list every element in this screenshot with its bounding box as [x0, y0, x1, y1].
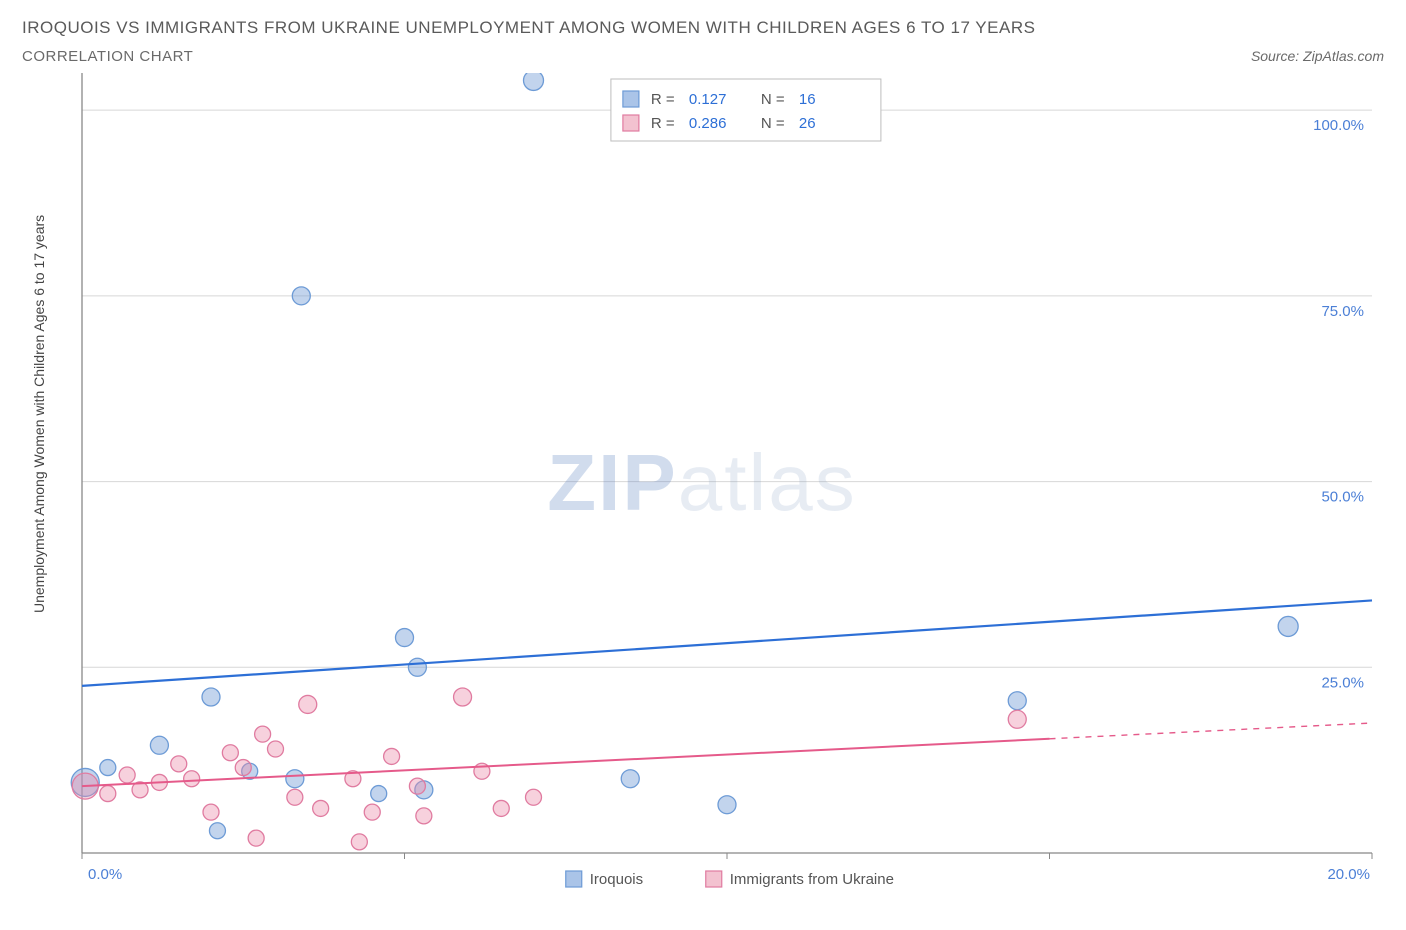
data-point	[409, 778, 425, 794]
y-tick-label: 25.0%	[1321, 674, 1364, 691]
legend-swatch	[566, 871, 582, 887]
data-point	[526, 789, 542, 805]
x-tick-label: 20.0%	[1327, 866, 1370, 883]
x-tick-label: 0.0%	[88, 866, 122, 883]
data-point	[119, 767, 135, 783]
legend-r-value: 0.286	[689, 115, 727, 132]
correlation-chart: ZIPatlas 25.0%50.0%75.0%100.0%0.0%20.0%U…	[22, 73, 1382, 893]
data-point	[209, 823, 225, 839]
y-axis-label: Unemployment Among Women with Children A…	[31, 215, 47, 613]
data-point	[222, 745, 238, 761]
chart-svg: 25.0% 50.0% 75.0% 100.0% 0.0% 20.0% Unemployme…	[22, 73, 1382, 893]
data-point	[203, 804, 219, 820]
data-point	[286, 770, 304, 788]
data-point	[396, 629, 414, 647]
data-point	[248, 830, 264, 846]
legend-n-label: N =	[761, 91, 785, 108]
y-tick-label: 100.0%	[1313, 117, 1364, 134]
legend-r-label: R =	[651, 91, 675, 108]
legend-swatch	[623, 91, 639, 107]
data-point	[371, 786, 387, 802]
data-point	[150, 736, 168, 754]
data-point	[100, 760, 116, 776]
data-point	[621, 770, 639, 788]
data-point	[718, 796, 736, 814]
data-point	[313, 800, 329, 816]
data-point	[268, 741, 284, 757]
source-citation: Source: ZipAtlas.com	[1251, 48, 1384, 64]
data-point	[287, 789, 303, 805]
legend-r-label: R =	[651, 115, 675, 132]
legend-series-label: Iroquois	[590, 871, 643, 888]
legend-r-value: 0.127	[689, 91, 727, 108]
y-tick-label: 75.0%	[1321, 303, 1364, 320]
page-title: IROQUOIS VS IMMIGRANTS FROM UKRAINE UNEM…	[22, 18, 1384, 38]
data-point	[100, 786, 116, 802]
legend-swatch	[706, 871, 722, 887]
legend-n-value: 26	[799, 115, 816, 132]
source-name: ZipAtlas.com	[1303, 48, 1384, 64]
data-point	[408, 658, 426, 676]
legend-series-label: Immigrants from Ukraine	[730, 871, 894, 888]
legend-n-value: 16	[799, 91, 816, 108]
data-point	[292, 287, 310, 305]
data-point	[202, 688, 220, 706]
legend-swatch	[623, 115, 639, 131]
data-point	[416, 808, 432, 824]
data-point	[299, 695, 317, 713]
data-point	[493, 800, 509, 816]
page-subtitle: CORRELATION CHART	[22, 48, 193, 65]
data-point	[255, 726, 271, 742]
data-point	[235, 760, 251, 776]
data-point	[454, 688, 472, 706]
data-point	[364, 804, 380, 820]
data-point	[184, 771, 200, 787]
data-point	[1278, 616, 1298, 636]
y-tick-label: 50.0%	[1321, 489, 1364, 506]
data-point	[351, 834, 367, 850]
legend-n-label: N =	[761, 115, 785, 132]
data-point	[1008, 692, 1026, 710]
data-point	[524, 73, 544, 90]
data-point	[1008, 710, 1026, 728]
data-point	[384, 748, 400, 764]
data-point	[171, 756, 187, 772]
source-label: Source:	[1251, 48, 1299, 64]
